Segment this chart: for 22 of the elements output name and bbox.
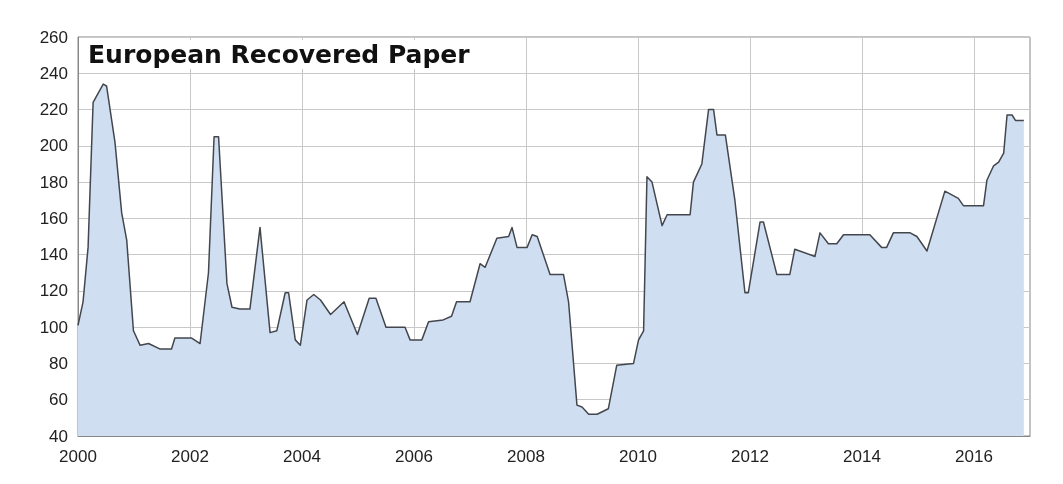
x-tick-label: 2006	[395, 447, 433, 466]
chart-title: European Recovered Paper	[88, 40, 471, 69]
x-tick-label: 2010	[619, 447, 657, 466]
y-tick-label: 260	[39, 27, 68, 47]
x-tick-label: 2008	[507, 447, 545, 466]
y-tick-label: 220	[39, 100, 68, 120]
y-tick-label: 200	[39, 136, 68, 156]
y-tick-label: 80	[49, 353, 68, 373]
x-tick-label: 2016	[955, 447, 993, 466]
y-tick-label: 120	[39, 281, 68, 301]
x-tick-label: 2002	[171, 447, 209, 466]
x-tick-label: 2014	[843, 447, 881, 466]
y-tick-label: 140	[39, 245, 68, 265]
y-tick-label: 160	[39, 208, 68, 228]
y-tick-label: 180	[39, 172, 68, 192]
y-tick-label: 240	[39, 63, 68, 83]
x-tick-label: 2004	[283, 447, 321, 466]
x-tick-label: 2000	[59, 447, 97, 466]
y-tick-label: 60	[49, 390, 68, 410]
y-tick-label: 100	[39, 317, 68, 337]
x-tick-label: 2012	[731, 447, 769, 466]
y-tick-label: 40	[49, 426, 68, 446]
